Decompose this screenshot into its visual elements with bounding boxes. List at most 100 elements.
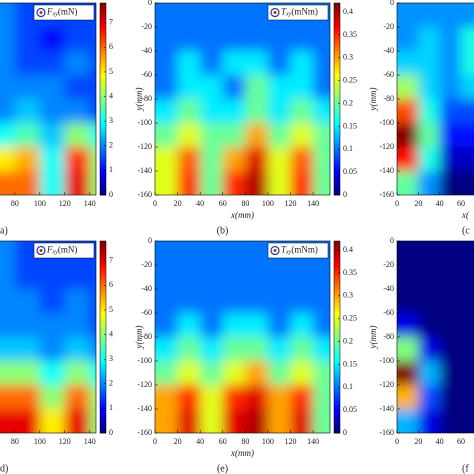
panel-letter: d) — [0, 463, 8, 474]
colorbar-step — [334, 241, 340, 245]
colorbar-step — [100, 292, 106, 296]
colorbar-step — [100, 191, 106, 196]
colorbar-step — [100, 111, 106, 116]
heat-cell — [177, 361, 201, 386]
colorbar-step — [334, 317, 340, 322]
y-tick-label: -20 — [383, 260, 394, 269]
y-tick-label: -80 — [141, 332, 152, 341]
heat-cell — [200, 289, 224, 314]
heat-cell — [245, 337, 269, 362]
heat-cell — [155, 171, 179, 195]
x-tick-label: 80 — [11, 199, 19, 208]
heat-cell — [155, 51, 179, 76]
heat-cell — [155, 265, 179, 290]
x-tick-label: 0 — [395, 437, 399, 446]
heat-cell — [200, 99, 224, 124]
heat-cell — [0, 99, 16, 124]
colorbar-tick-label: 0.3 — [343, 53, 353, 62]
colorbar-step — [100, 3, 106, 7]
colorbar-tick-label: 5 — [109, 305, 113, 314]
colorbar-step — [334, 250, 340, 255]
heat-cell — [177, 27, 201, 52]
colorbar-tick-label: 7 — [109, 18, 113, 27]
heat-cell — [313, 147, 330, 172]
colorbar-step — [100, 12, 106, 17]
heat-cell — [418, 51, 441, 76]
colorbar-step — [334, 253, 340, 258]
panel-letter: (e) — [217, 463, 228, 474]
heat-cell — [245, 27, 269, 52]
heat-cell — [267, 289, 291, 314]
heat-cell — [39, 265, 66, 290]
colorbar-step — [100, 159, 106, 164]
colorbar-step — [100, 63, 106, 68]
y-tick-label: -120 — [137, 380, 152, 389]
y-tick-label: 0 — [390, 236, 394, 245]
colorbar-step — [100, 417, 106, 421]
colorbar-step — [100, 28, 106, 33]
colorbar-step — [100, 244, 106, 248]
heat-cell — [155, 3, 179, 28]
colorbar-step — [100, 47, 106, 52]
heat-cell — [313, 75, 330, 100]
heat-cell — [0, 3, 16, 28]
heat-cell — [155, 385, 179, 410]
colorbar-step — [100, 397, 106, 402]
colorbar-tick-label: 3 — [109, 116, 113, 125]
colorbar-step — [334, 63, 340, 68]
colorbar-step — [100, 324, 106, 328]
heat-cell — [397, 51, 419, 76]
x-tick-label: 80 — [11, 437, 19, 446]
heat-cell — [0, 51, 16, 76]
colorbar-step — [100, 401, 106, 405]
heat-cell — [439, 51, 462, 76]
heat-cell — [222, 123, 246, 148]
colorbar-step — [334, 356, 340, 360]
colorbar-step — [334, 285, 340, 290]
colorbar-step — [334, 134, 340, 138]
heat-cell — [461, 171, 474, 195]
colorbar-step — [100, 127, 106, 132]
x-tick-label: 60 — [219, 437, 227, 446]
heat-cell — [155, 337, 179, 362]
colorbar-step — [100, 70, 106, 74]
x-tick-label: 140 — [84, 199, 96, 208]
heat-cell — [267, 123, 291, 148]
panel-letter: (c — [462, 225, 470, 236]
legend-main: F — [46, 7, 53, 17]
y-tick-label: -80 — [383, 332, 394, 341]
colorbar-step — [334, 381, 340, 386]
heat-cell — [14, 51, 41, 76]
heat-cell — [200, 313, 224, 338]
heat-cell — [290, 361, 314, 386]
legend-label: Txy(mNm) — [281, 7, 318, 18]
heat-cell — [14, 361, 41, 386]
colorbar-step — [334, 295, 340, 299]
heat-cell — [461, 99, 474, 124]
heat-cell — [245, 3, 269, 28]
colorbar-tick-label: 2 — [109, 379, 113, 388]
colorbar-step — [100, 337, 106, 341]
heat-cell — [177, 385, 201, 410]
colorbar-step — [334, 298, 340, 303]
heat-cell — [64, 75, 91, 100]
heat-cell — [290, 147, 314, 172]
colorbar-step — [334, 76, 340, 81]
heat-cell — [397, 289, 419, 314]
heat-cell — [200, 385, 224, 410]
heat-cell — [89, 265, 96, 290]
heat-cell — [290, 385, 314, 410]
heat-cell — [313, 123, 330, 148]
colorbar-step — [100, 321, 106, 325]
y-tick-label: 0 — [148, 236, 152, 245]
heat-cell — [89, 75, 96, 100]
heat-cell — [290, 409, 314, 433]
heat-cell — [461, 385, 474, 410]
heat-cell — [418, 337, 441, 362]
x-tick-label: 60 — [219, 199, 227, 208]
colorbar-step — [334, 57, 340, 61]
heat-cell — [418, 171, 441, 195]
heat-cell — [200, 265, 224, 290]
colorbar-step — [100, 54, 106, 58]
colorbar-step — [100, 92, 106, 97]
